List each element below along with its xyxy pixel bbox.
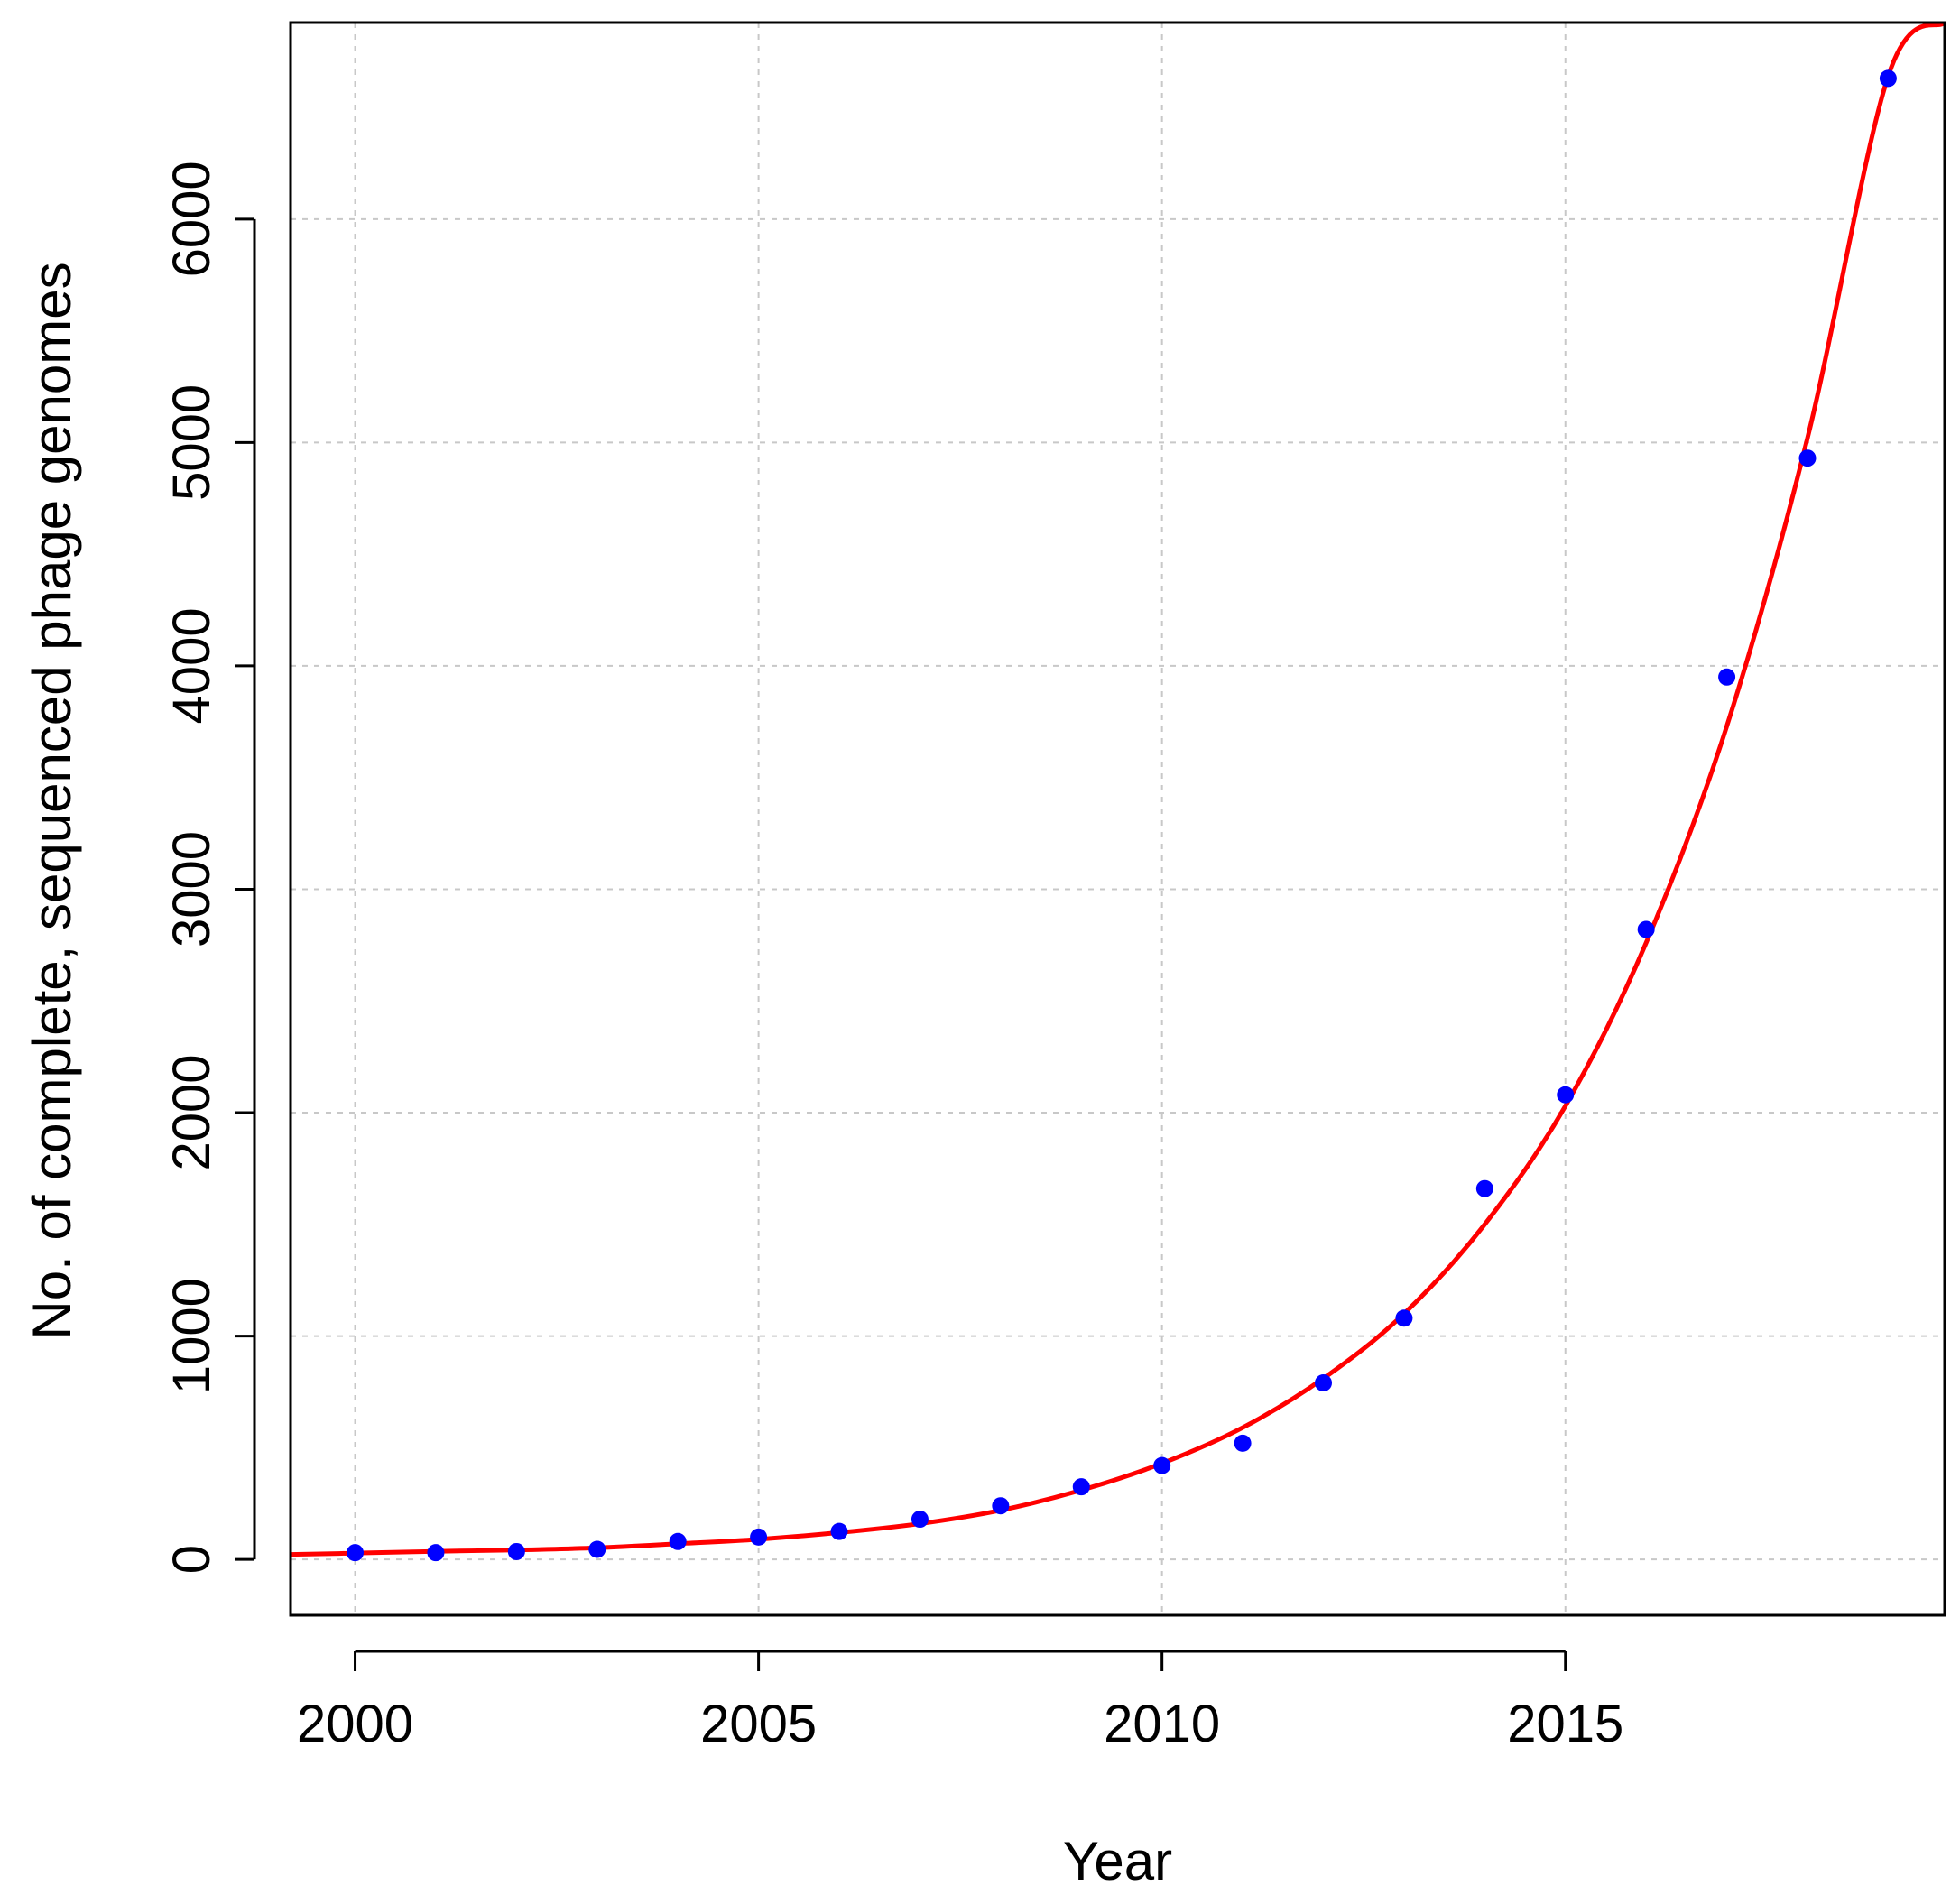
data-points-group [347,69,1897,1562]
data-point-2016 [1637,920,1655,938]
data-point-2002 [507,1542,525,1560]
grid-lines [291,23,1945,1615]
data-point-2006 [830,1522,848,1540]
data-point-2009 [1072,1478,1090,1496]
y-tick-label-3000: 3000 [162,831,221,947]
data-point-2013 [1395,1309,1413,1327]
data-point-2017 [1718,668,1736,686]
data-point-2008 [992,1497,1010,1515]
data-point-2001 [427,1544,445,1562]
data-point-2015 [1557,1086,1575,1104]
y-tick-label-5000: 5000 [162,384,221,501]
x-tick-label-2000: 2000 [297,1695,413,1753]
y-tick-label-4000: 4000 [162,607,221,724]
x-axis: 2000 2005 2010 2015 [297,1650,1623,1753]
x-tick-label-2005: 2005 [700,1695,817,1753]
data-point-2003 [588,1540,606,1558]
data-point-2004 [669,1532,687,1550]
data-point-2010 [1153,1456,1171,1474]
data-point-2000 [347,1544,365,1562]
x-tick-label-2015: 2015 [1507,1695,1623,1753]
plot-frame [289,21,1946,1617]
fit-curve-line [291,23,1945,1557]
data-point-2005 [750,1528,768,1546]
data-point-2018 [1798,449,1817,467]
y-tick-label-6000: 6000 [162,161,221,277]
data-point-2014 [1475,1179,1493,1197]
y-axis: 0 1000 2000 3000 4000 5000 6000 [162,161,256,1574]
data-point-2011 [1234,1434,1252,1452]
fit-curve-group [291,23,1945,1557]
y-tick-label-1000: 1000 [162,1278,221,1394]
y-axis-title: No. of complete, sequenced phage genomes [22,262,82,1339]
data-point-2012 [1315,1374,1333,1392]
y-tick-label-2000: 2000 [162,1055,221,1171]
data-point-2007 [911,1511,929,1529]
y-tick-label-0: 0 [162,1545,221,1574]
x-axis-title: Year [1063,1831,1172,1891]
x-tick-label-2010: 2010 [1104,1695,1220,1753]
data-point-2019 [1879,69,1897,88]
